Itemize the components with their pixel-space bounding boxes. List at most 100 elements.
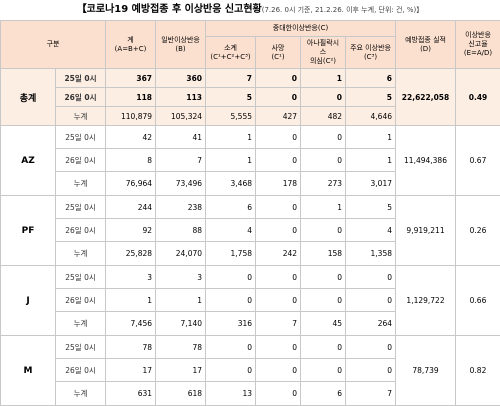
table-row: 누계 631 618 13 0 6 7 [1,381,500,406]
value-cell: 6 [345,68,397,88]
value-cell: 105,324 [155,106,207,126]
title-bar: 【코로나19 예방접종 후 이상반응 신고현황(7.26. 0시 기준, 21.… [0,0,500,20]
value-cell: 88 [155,218,207,242]
header-cell: 중대한이상반응(C) [205,20,397,37]
value-cell: 0 [300,288,347,312]
value-cell: 5,555 [205,106,257,126]
value-cell: 0 [255,68,302,88]
value-cell: 0 [345,265,397,289]
vaccinated-cell: 1,129,722 [395,265,457,336]
value-cell: 264 [345,311,397,336]
group-name: M [0,335,56,406]
value-cell: 7 [255,311,302,336]
value-cell: 17 [155,358,207,382]
value-cell: 0 [255,265,302,289]
table-row: 총계 25일 0시 367 360 7 0 1 6 22,622,058 0.49 [0,68,500,126]
value-cell: 1 [155,288,207,312]
value-cell: 0 [300,265,347,289]
value-cell: 1 [105,288,157,312]
row-label: 26일 0시 [54,218,107,242]
row-label: 26일 0시 [54,148,107,172]
subtitle: (7.26. 0시 기준, 21.2.26. 이후 누계, 단위: 건, %)】 [261,6,424,14]
value-cell: 7,140 [155,311,207,336]
value-cell: 0 [205,358,257,382]
value-cell: 0 [255,358,302,382]
value-cell: 0 [205,335,257,359]
value-cell: 316 [205,311,257,336]
value-cell: 0 [255,148,302,172]
value-cell: 360 [155,68,207,88]
value-cell: 1 [345,125,397,149]
value-cell: 45 [300,311,347,336]
header-cell: 예방접종 실적 (D) [395,20,457,69]
value-cell: 113 [155,87,207,107]
row-label: 25일 0시 [54,195,107,219]
value-cell: 3,017 [345,171,397,196]
value-cell: 13 [205,381,257,406]
value-cell: 0 [300,358,347,382]
value-cell: 0 [300,87,347,107]
value-cell: 631 [105,381,157,406]
value-cell: 482 [300,106,347,126]
row-label: 누계 [54,381,107,406]
row-label: 25일 0시 [54,125,107,149]
value-cell: 1 [205,148,257,172]
value-cell: 0 [255,218,302,242]
value-cell: 78 [155,335,207,359]
value-cell: 0 [255,195,302,219]
rate-cell: 0.26 [455,195,500,266]
value-cell: 5 [345,195,397,219]
table-body: 총계 25일 0시 367 360 7 0 1 6 22,622,058 0.49 26일 0시 11… [0,68,500,406]
table-row: 누계 7,456 7,140 316 7 45 264 [1,311,500,336]
row-label: 26일 0시 [54,358,107,382]
value-cell: 78 [105,335,157,359]
value-cell: 7 [345,381,397,406]
value-cell: 0 [255,381,302,406]
value-cell: 7,456 [105,311,157,336]
row-label: 25일 0시 [54,265,107,289]
vaccinated-cell: 78,739 [395,335,457,406]
value-cell: 7 [205,68,257,88]
table-row: 26일 0시 8 7 1 0 0 1 [1,148,500,172]
group-name: AZ [0,125,56,196]
value-cell: 3,468 [205,171,257,196]
vaccinated-cell: 9,919,211 [395,195,457,266]
table-row: M 25일 0시 78 78 0 0 0 0 78,739 0.82 [0,335,500,406]
header-cell: 구분 [0,20,107,69]
table-row: 누계 76,964 73,496 3,468 178 273 3,017 [1,171,500,196]
header-cell: 이상반응 신고율 (E=A/D) [455,20,500,69]
value-cell: 0 [300,148,347,172]
value-cell: 273 [300,171,347,196]
value-cell: 158 [300,241,347,266]
value-cell: 17 [105,358,157,382]
row-label: 누계 [54,106,107,126]
value-cell: 8 [105,148,157,172]
table-row: 누계 110,879 105,324 5,555 427 482 4,646 [1,106,500,126]
row-label: 누계 [54,241,107,266]
value-cell: 1 [205,125,257,149]
value-cell: 1,358 [345,241,397,266]
value-cell: 3 [155,265,207,289]
row-label: 누계 [54,311,107,336]
value-cell: 25,828 [105,241,157,266]
rate-cell: 0.49 [455,68,500,126]
table-row: PF 25일 0시 244 238 6 0 1 5 9,919,211 0.26 [0,195,500,266]
value-cell: 118 [105,87,157,107]
value-cell: 73,496 [155,171,207,196]
value-cell: 0 [255,125,302,149]
value-cell: 0 [255,335,302,359]
title: 【코로나19 예방접종 후 이상반응 신고현황 [76,4,262,15]
table-row: AZ 25일 0시 42 41 1 0 0 1 11,494,386 0.67 [0,125,500,196]
group-name: J [0,265,56,336]
value-cell: 5 [205,87,257,107]
value-cell: 42 [105,125,157,149]
header-cell: 일반이상반응 (B) [155,20,207,69]
value-cell: 0 [205,265,257,289]
value-cell: 0 [300,125,347,149]
value-cell: 76,964 [105,171,157,196]
value-cell: 7 [155,148,207,172]
value-cell: 0 [345,288,397,312]
value-cell: 0 [255,288,302,312]
value-cell: 0 [255,87,302,107]
value-cell: 0 [300,335,347,359]
